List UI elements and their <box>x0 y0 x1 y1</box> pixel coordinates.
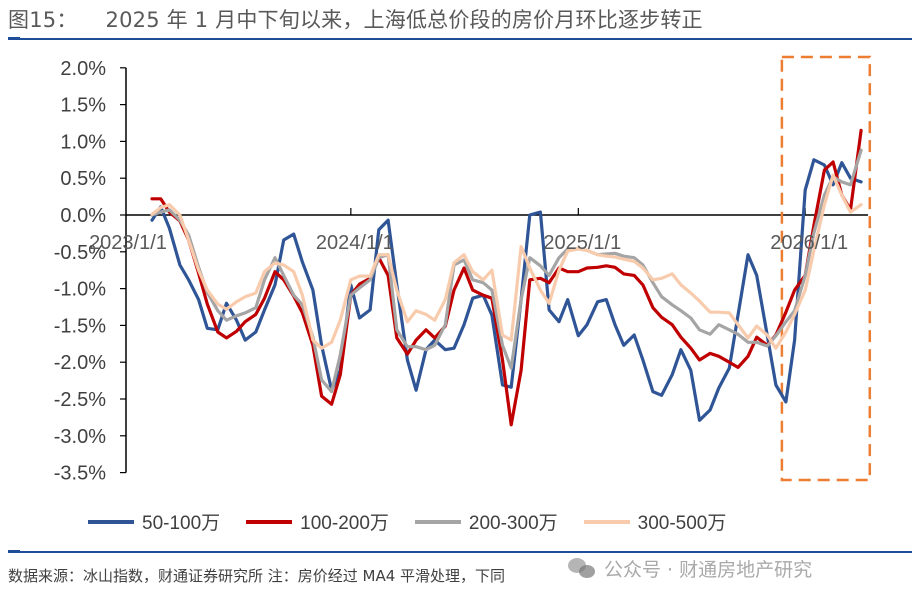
legend-item: 200-300万 <box>414 508 558 535</box>
legend-swatch <box>246 519 293 524</box>
y-tick-label: -3.0% <box>54 426 106 448</box>
series-line-4 <box>150 173 863 350</box>
title-divider <box>8 37 912 40</box>
y-tick-label: -2.5% <box>54 389 106 411</box>
x-tick-label: 2024/1/1 <box>316 232 394 254</box>
figure-number: 图15： <box>8 8 78 32</box>
watermark: 公众号 · 财通房地产研究 <box>568 555 812 582</box>
x-tick-label: 2023/1/1 <box>89 232 167 254</box>
y-tick-label: 0.0% <box>60 205 106 227</box>
legend-item: 300-500万 <box>583 508 727 535</box>
legend-label: 100-200万 <box>300 513 389 534</box>
legend-swatch <box>583 519 630 524</box>
highlight-box <box>780 55 872 482</box>
legend-item: 100-200万 <box>246 508 389 535</box>
y-tick-label: -1.5% <box>54 315 106 337</box>
y-tick-label: 1.5% <box>60 95 106 117</box>
y-tick-label: 2.0% <box>60 58 106 80</box>
y-tick-label: 0.5% <box>60 168 106 190</box>
legend: 50-100万 100-200万 200-300万 300-500万 <box>88 508 726 535</box>
y-tick-label: -3.5% <box>54 463 106 485</box>
legend-swatch <box>414 519 461 524</box>
x-tick-label: 2025/1/1 <box>543 232 621 254</box>
wechat-icon <box>568 557 598 580</box>
y-tick-label: 1.0% <box>60 131 106 153</box>
y-tick-label: -2.0% <box>54 352 106 374</box>
title-text: 2025 年 1 月中下旬以来，上海低总价段的房价月环比逐步转正 <box>105 8 703 32</box>
legend-label: 200-300万 <box>468 513 558 534</box>
legend-label: 300-500万 <box>637 513 727 534</box>
legend-label: 50-100万 <box>142 513 221 534</box>
source-note: 数据来源：冰山指数，财通证券研究所 注：房价经过 MA4 平滑处理，下同 <box>8 567 506 585</box>
footer-divider <box>8 550 912 553</box>
watermark-text: 公众号 · 财通房地产研究 <box>604 559 813 581</box>
legend-item: 50-100万 <box>88 508 220 535</box>
y-tick-label: -1.0% <box>54 279 106 301</box>
x-tick-label: 2026/1/1 <box>770 232 848 254</box>
y-tick-label: -0.5% <box>54 242 106 264</box>
legend-swatch <box>88 519 134 524</box>
chart-title: 图15： 2025 年 1 月中下旬以来，上海低总价段的房价月环比逐步转正 <box>8 4 703 34</box>
series-line-2 <box>150 128 863 427</box>
